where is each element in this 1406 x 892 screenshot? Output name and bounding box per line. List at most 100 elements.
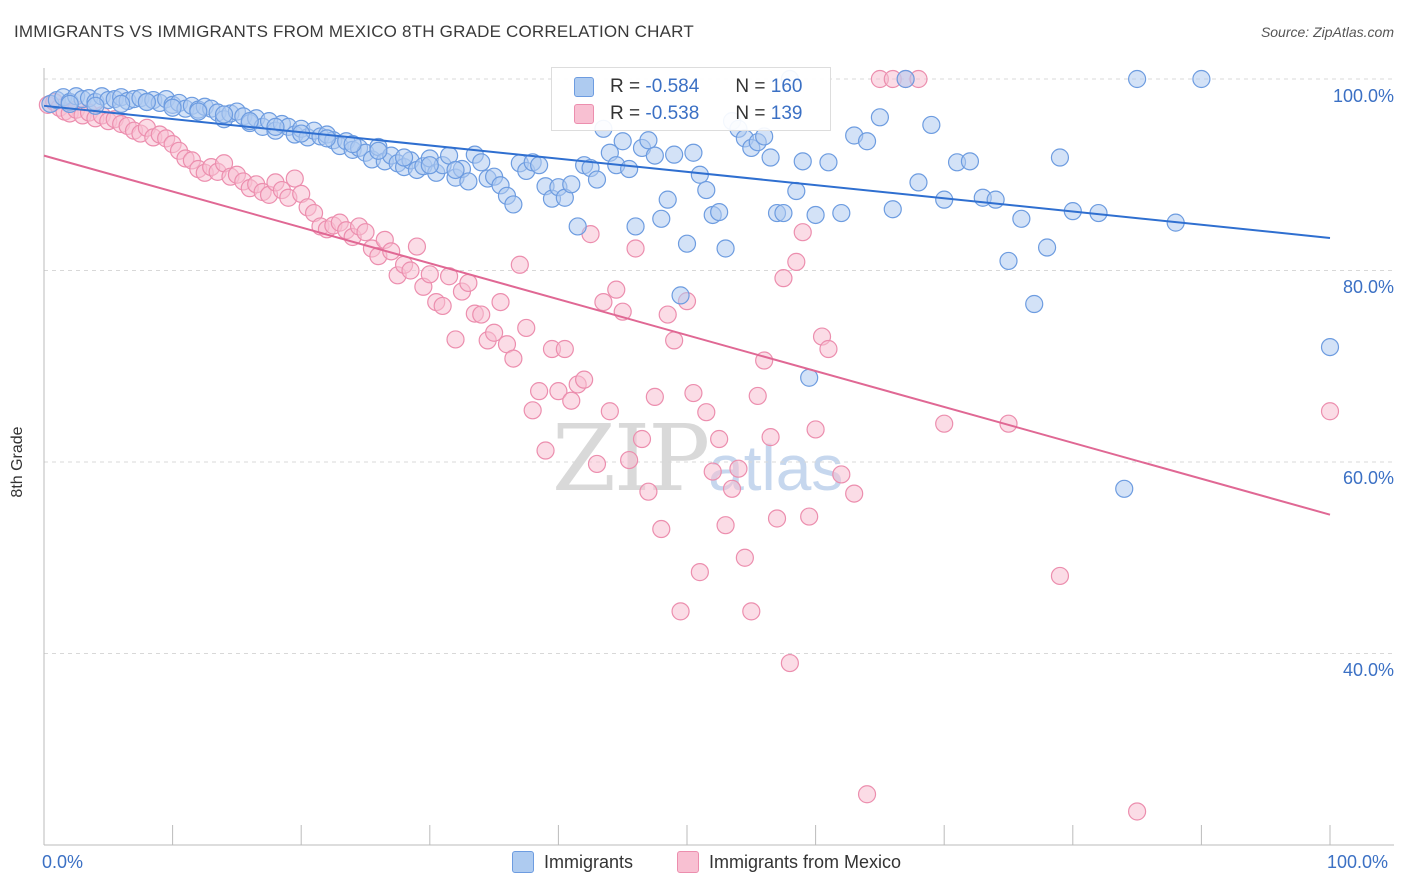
data-point-mexico: [832, 465, 851, 484]
data-point-immigrants: [774, 203, 793, 223]
data-point-immigrants: [504, 195, 523, 214]
data-point-immigrants: [266, 117, 285, 136]
data-point-mexico: [459, 273, 478, 293]
data-point-immigrants: [787, 181, 806, 201]
data-point-mexico: [626, 239, 645, 258]
data-point-immigrants: [214, 105, 234, 124]
data-point-immigrants: [716, 239, 735, 258]
legend-label-mexico: Immigrants from Mexico: [709, 851, 902, 872]
data-point-mexico: [748, 386, 767, 406]
legend-item-mexico[interactable]: Immigrants from Mexico: [677, 851, 901, 873]
data-point-mexico: [356, 223, 375, 242]
data-point-immigrants: [922, 115, 941, 135]
data-point-mexico: [652, 519, 671, 539]
data-point-immigrants: [986, 190, 1005, 209]
data-point-mexico: [716, 516, 735, 535]
legend-row-mexico: R = -0.538 N = 139: [574, 102, 802, 126]
data-point-immigrants: [1115, 479, 1134, 498]
data-point-immigrants: [999, 251, 1018, 271]
data-point-mexico: [587, 454, 607, 474]
trend-line-mexico: [43, 154, 1331, 516]
data-point-mexico: [787, 252, 806, 271]
data-point-mexico: [407, 237, 427, 256]
data-point-immigrants: [960, 152, 980, 171]
data-point-immigrants: [189, 102, 208, 121]
data-point-immigrants: [671, 286, 690, 305]
data-point-immigrants: [645, 146, 664, 165]
data-point-mexico: [774, 269, 793, 288]
data-point-immigrants: [369, 141, 388, 160]
trend-line-immigrants: [43, 104, 1331, 239]
y-tick-label: 80.0%: [1342, 277, 1394, 297]
data-point-immigrants: [420, 156, 439, 175]
data-point-immigrants: [857, 132, 877, 151]
r-label: R =: [610, 103, 641, 124]
data-point-immigrants: [710, 202, 729, 222]
data-point-immigrants: [806, 205, 825, 225]
data-point-immigrants: [896, 69, 915, 89]
data-point-mexico: [671, 602, 690, 621]
chart-source: Source: ZipAtlas.com: [1260, 24, 1394, 40]
data-point-mexico: [549, 382, 568, 401]
data-point-mexico: [639, 482, 658, 501]
data-point-immigrants: [684, 143, 703, 162]
data-point-mexico: [1050, 566, 1070, 586]
data-point-mexico: [703, 462, 722, 481]
data-point-mexico: [742, 602, 761, 621]
data-point-mexico: [722, 479, 742, 498]
watermark: ZIPatlas: [552, 405, 844, 512]
data-point-immigrants: [459, 172, 478, 191]
r-value: -0.584: [645, 76, 700, 97]
legend-item-immigrants[interactable]: Immigrants: [512, 851, 633, 873]
data-point-mexico: [735, 548, 754, 567]
data-point-mexico: [684, 383, 703, 403]
data-point-mexico: [562, 391, 581, 410]
data-point-immigrants: [530, 156, 549, 175]
data-point-immigrants: [697, 180, 716, 200]
data-point-mexico: [555, 339, 574, 359]
data-point-immigrants: [832, 203, 851, 223]
data-point-mexico: [806, 420, 825, 439]
data-point-mexico: [594, 292, 613, 312]
legend-swatch-immigrants: [512, 851, 534, 873]
data-point-mexico: [800, 507, 819, 526]
data-point-mexico: [536, 441, 555, 460]
data-point-immigrants: [658, 190, 677, 209]
data-point-mexico: [485, 323, 504, 342]
data-point-immigrants: [137, 92, 156, 112]
trend-lines: [43, 104, 1331, 516]
legend-swatch-mexico: [677, 851, 699, 873]
data-point-mexico: [857, 785, 877, 804]
data-point-mexico: [607, 280, 626, 299]
data-point-immigrants: [240, 112, 259, 131]
data-point-immigrants: [793, 152, 812, 171]
data-point-mexico: [793, 223, 812, 242]
gridlines: [44, 78, 1394, 654]
stats-legend: R = -0.584 N = 160 R = -0.538 N = 139: [551, 67, 831, 131]
data-point-mexico: [767, 509, 787, 528]
data-point-immigrants: [1012, 209, 1031, 228]
data-point-mexico: [504, 349, 523, 368]
data-point-immigrants: [1320, 338, 1340, 357]
r-label: R =: [610, 76, 641, 97]
data-point-mexico: [729, 459, 748, 478]
chart-title: IMMIGRANTS VS IMMIGRANTS FROM MEXICO 8TH…: [14, 22, 694, 41]
data-point-mexico: [285, 169, 304, 188]
data-point-mexico: [632, 429, 652, 449]
data-point-immigrants: [909, 173, 928, 192]
legend-row-immigrants: R = -0.584 N = 160: [574, 75, 802, 99]
data-point-mexico: [780, 653, 799, 673]
data-point-mexico: [523, 401, 542, 420]
data-point-mexico: [658, 305, 677, 324]
data-point-immigrants: [620, 159, 639, 179]
x-tick-label: 0.0%: [42, 852, 84, 872]
y-tick-label: 100.0%: [1332, 86, 1394, 106]
data-point-immigrants: [652, 209, 671, 228]
data-point-immigrants: [1025, 294, 1044, 314]
data-point-mexico: [697, 403, 716, 422]
data-point-mexico: [382, 242, 401, 261]
data-point-mexico: [575, 370, 594, 389]
data-point-immigrants: [613, 132, 632, 151]
data-point-immigrants: [883, 200, 902, 219]
data-point-mexico: [510, 255, 529, 274]
